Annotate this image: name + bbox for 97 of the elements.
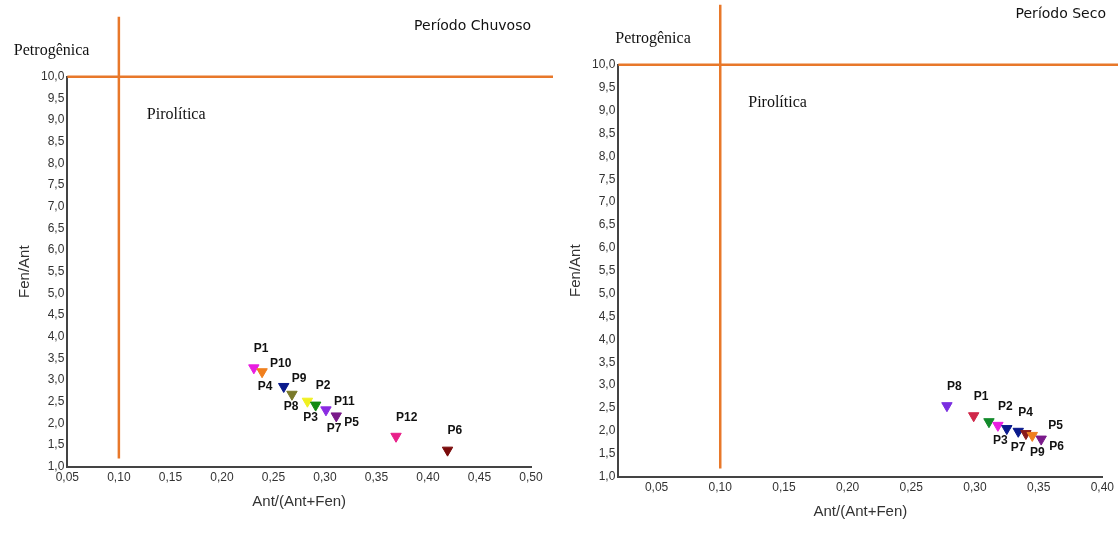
annotation: P3 xyxy=(992,433,1008,448)
x-tick-label: 0,50 xyxy=(519,470,543,485)
y-tick-label: 4,5 xyxy=(598,308,616,323)
y-tick-label: 9,5 xyxy=(47,90,65,105)
annotation: Pirolítica xyxy=(146,104,206,122)
y-tick-label: 9,0 xyxy=(598,102,616,117)
y-tick-label: 3,0 xyxy=(598,377,616,392)
x-tick-label: 0,40 xyxy=(1090,480,1115,495)
y-tick-label: 8,0 xyxy=(598,148,616,163)
point xyxy=(330,412,342,423)
y-tick-label: 1,0 xyxy=(598,468,616,483)
y-tick-label: 6,0 xyxy=(598,240,616,255)
y-tick-label: 2,0 xyxy=(598,423,616,438)
annotation: P3 xyxy=(303,410,319,425)
y-tick-label: 3,5 xyxy=(47,350,65,365)
point xyxy=(441,446,454,457)
y-tick-label: 8,5 xyxy=(47,134,65,149)
y-tick-label: 6,5 xyxy=(47,220,65,235)
y-tick-label: 4,0 xyxy=(598,331,616,346)
y-tick-label: 7,0 xyxy=(47,199,65,214)
annotation: P5 xyxy=(344,415,360,430)
y-tick-label: 5,5 xyxy=(47,264,65,279)
annotation: P8 xyxy=(946,378,962,393)
x-tick-label: 0,45 xyxy=(467,470,492,485)
annotation: P10 xyxy=(270,356,292,371)
y-tick-label: 10,0 xyxy=(592,57,616,72)
chart-title: Período Chuvoso xyxy=(414,17,531,34)
point xyxy=(256,368,268,379)
y-tick-label: 5,0 xyxy=(47,285,65,300)
point xyxy=(309,401,322,412)
y-tick-label: 10,0 xyxy=(41,69,65,84)
annotation: P8 xyxy=(283,398,299,413)
point xyxy=(301,397,314,408)
y-tick-label: 7,5 xyxy=(598,171,616,186)
x-axis-title: Ant/(Ant+Fen) xyxy=(252,492,347,510)
text: Petrogênica xyxy=(615,28,691,47)
annotation: P1 xyxy=(253,341,269,356)
annotation: P2 xyxy=(315,378,331,393)
x-tick-label: 0,10 xyxy=(708,480,733,495)
y-tick-label: 5,5 xyxy=(598,263,616,278)
point xyxy=(248,364,260,375)
y-tick-label: 9,5 xyxy=(598,79,616,94)
annotation: P4 xyxy=(1018,404,1034,419)
annotation: P11 xyxy=(333,394,355,409)
x-tick-label: 0,15 xyxy=(772,480,796,495)
y-tick-label: 4,0 xyxy=(47,328,65,343)
y-tick-label: 5,0 xyxy=(598,285,616,300)
x-tick-label: 0,25 xyxy=(899,480,924,495)
x-axis-title: Ant/(Ant+Fen) xyxy=(813,502,908,520)
y-tick-label: 1,0 xyxy=(47,458,65,473)
x-tick-label: 0,20 xyxy=(210,470,234,485)
x-tick-label: 0,05 xyxy=(644,480,669,495)
text: Petrogênica xyxy=(13,40,90,59)
point xyxy=(286,390,298,401)
y-tick-label: 8,5 xyxy=(598,125,616,140)
annotation: Pirolítica xyxy=(748,92,807,110)
y-tick-label: 2,5 xyxy=(598,400,616,415)
y-tick-label: 7,0 xyxy=(598,194,616,209)
y-tick-label: 1,5 xyxy=(47,437,65,452)
y-tick-label: 2,0 xyxy=(47,415,65,430)
annotation: P5 xyxy=(1048,418,1064,433)
x-tick-label: 0,30 xyxy=(963,480,987,495)
x-tick-label: 0,10 xyxy=(107,470,131,485)
x-tick-label: 0,20 xyxy=(835,480,860,495)
y-tick-label: 2,5 xyxy=(47,393,65,408)
annotation: P9 xyxy=(291,370,307,385)
y-axis-title: Fen/Ant xyxy=(566,243,584,297)
y-tick-label: 8,0 xyxy=(47,155,65,170)
annotation: P6 xyxy=(1049,438,1065,453)
point xyxy=(278,382,290,393)
y-axis-title: Fen/Ant xyxy=(15,244,33,298)
point xyxy=(390,432,402,443)
x-tick-label: 0,35 xyxy=(1026,480,1051,495)
x-tick-label: 0,05 xyxy=(55,470,80,485)
annotation: P2 xyxy=(997,398,1013,413)
y-tick-label: 6,5 xyxy=(598,217,616,232)
annotation: P12 xyxy=(396,409,418,424)
annotation: P7 xyxy=(326,421,342,436)
y-tick-label: 3,0 xyxy=(47,372,65,387)
x-tick-label: 0,40 xyxy=(416,470,440,485)
annotation: P1 xyxy=(973,389,989,404)
x-tick-label: 0,35 xyxy=(364,470,389,485)
y-tick-label: 9,0 xyxy=(47,112,65,127)
annotation: P6 xyxy=(447,423,463,438)
y-tick-label: 1,5 xyxy=(598,446,616,461)
x-tick-label: 0,30 xyxy=(313,470,337,485)
y-tick-label: 7,5 xyxy=(47,177,65,192)
y-tick-label: 6,0 xyxy=(47,242,65,257)
point xyxy=(320,406,332,417)
y-tick-label: 3,5 xyxy=(598,354,616,369)
chart-title: Período Seco xyxy=(1015,5,1106,22)
annotation: P4 xyxy=(257,379,273,394)
annotation: P7 xyxy=(1010,439,1026,454)
x-tick-label: 0,25 xyxy=(261,470,286,485)
x-tick-label: 0,15 xyxy=(158,470,183,485)
annotation: P9 xyxy=(1029,444,1045,459)
y-tick-label: 4,5 xyxy=(47,307,65,322)
